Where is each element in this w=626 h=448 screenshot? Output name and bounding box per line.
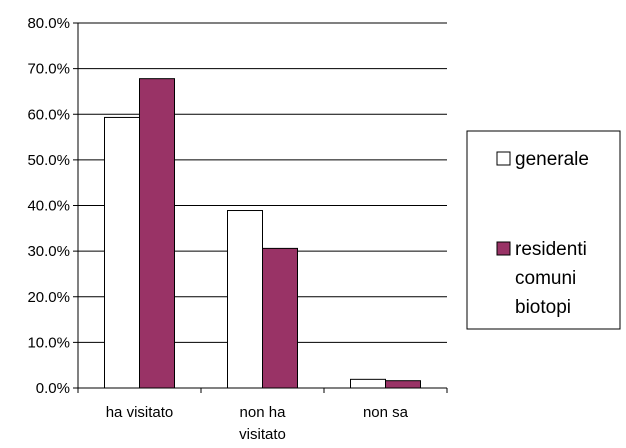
x-tick-label-line: non ha [240,404,287,421]
x-tick-label-line: non sa [363,404,409,421]
legend-label-1: generale [515,149,589,170]
bar-series-1-category-2 [227,210,263,389]
y-axis-ticks: 0.0% 10.0% 20.0% 30.0% 40.0% 50.0% 60.0% 70.0% 8… [27,15,78,397]
legend-swatch-1 [496,151,511,166]
y-tick-label: 30.0% [27,243,70,260]
legend-label-line: biotopi [515,297,571,318]
legend: generale residenti comuni biotopi [466,130,621,330]
bars [104,78,421,389]
legend-swatch-2 [496,241,511,256]
y-tick-label: 60.0% [27,106,70,123]
x-tick-label: non ha visitato [239,404,286,443]
y-tick-label: 0.0% [36,380,70,397]
bar-series-2-category-2 [262,247,298,389]
y-tick-label: 80.0% [27,15,70,32]
legend-label-2: residenti comuni biotopi [515,239,587,318]
bar-series-1-category-1 [104,116,140,389]
bar-series-1-category-3 [350,378,386,389]
x-axis-ticks: ha visitato non ha visitato non sa [77,388,448,443]
y-tick-label: 10.0% [27,334,70,351]
bar-series-2-category-1 [139,78,175,389]
x-tick-label: ha visitato [106,404,174,421]
x-tick-label: non sa [363,404,409,421]
legend-label-line: generale [515,149,589,170]
bar-series-2-category-3 [385,380,421,389]
legend-box [466,130,621,330]
y-tick-label: 70.0% [27,61,70,78]
y-tick-label: 50.0% [27,152,70,169]
y-tick-label: 20.0% [27,289,70,306]
x-tick-label-line: visitato [239,426,286,443]
legend-label-line: comuni [515,268,576,289]
legend-label-line: residenti [515,239,587,260]
x-tick-label-line: ha visitato [106,404,174,421]
y-tick-label: 40.0% [27,198,70,215]
